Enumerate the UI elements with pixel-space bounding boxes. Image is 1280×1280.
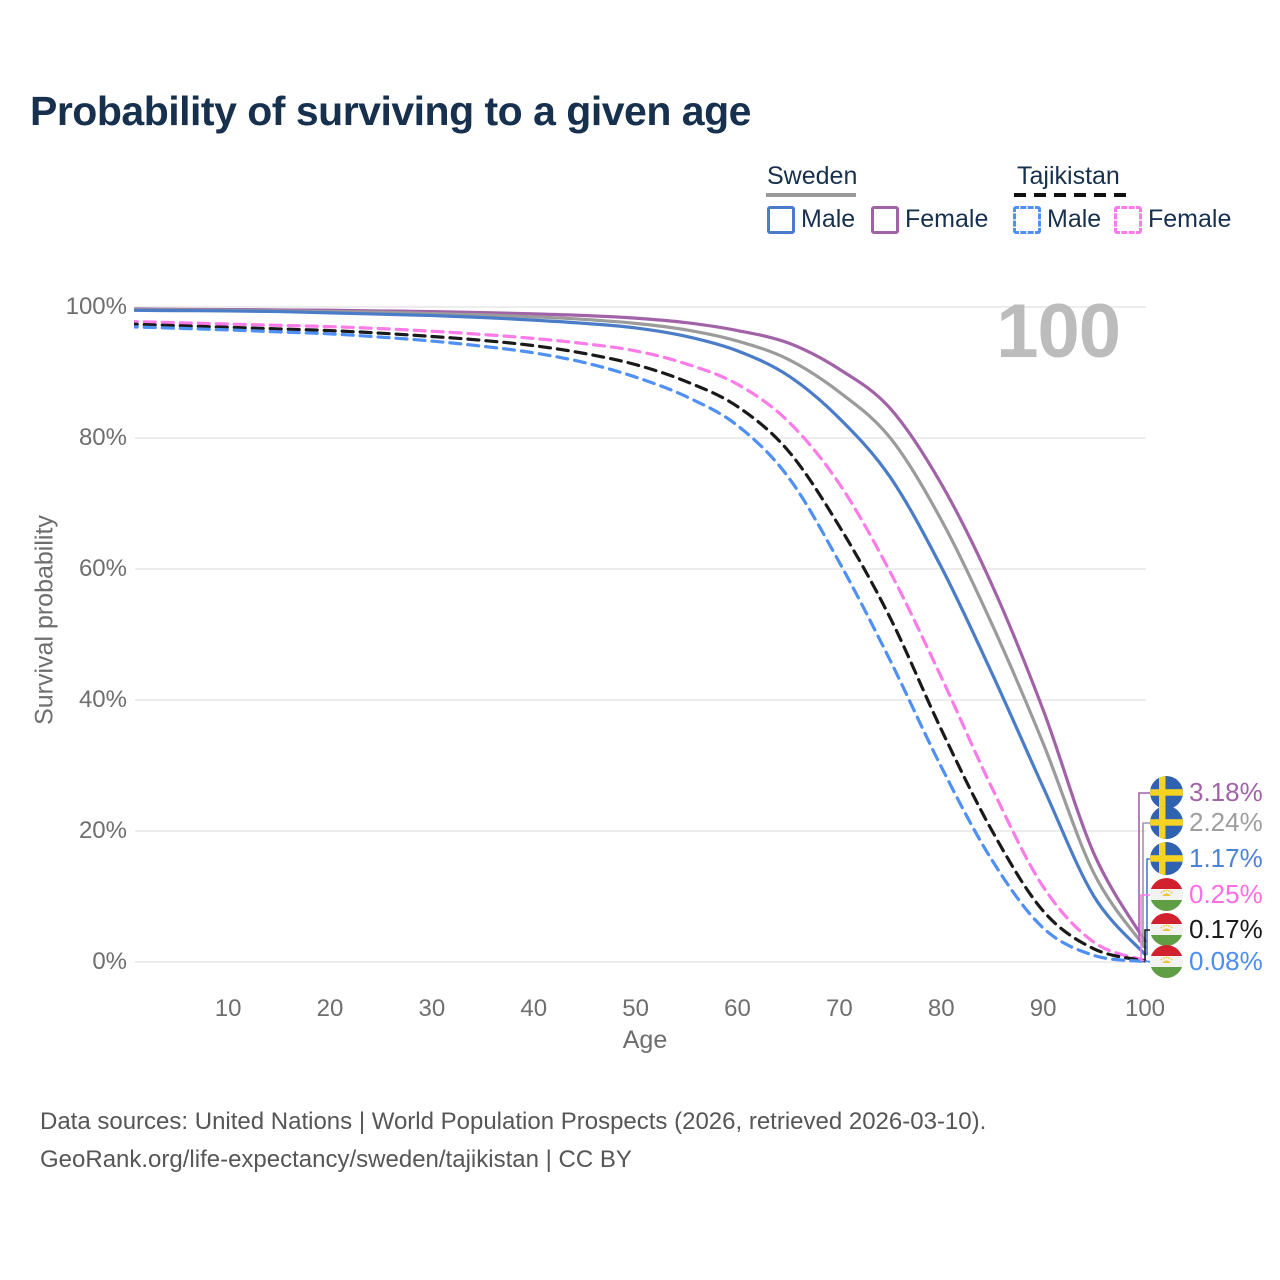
- y-tick-label: 60%: [78, 555, 127, 582]
- legend-label: Female: [1148, 205, 1232, 233]
- legend-item-tajikistan-male[interactable]: Male: [1013, 205, 1101, 234]
- y-tick-label: 0%: [92, 948, 127, 975]
- legend-label: Male: [801, 205, 856, 233]
- legend-group-tajikistan[interactable]: Tajikistan: [1017, 162, 1120, 190]
- curve-sweden-both[interactable]: [126, 308, 1147, 949]
- end-label-sweden-0: 3.18%: [1150, 776, 1263, 809]
- y-tick-label: 20%: [78, 817, 127, 844]
- x-tick-label: 50: [622, 995, 649, 1022]
- legend-group-sweden[interactable]: Sweden: [767, 162, 858, 190]
- end-label-tajikistan-3: 0.25%: [1150, 878, 1263, 911]
- end-label-tajikistan-4: 0.17%: [1150, 913, 1263, 946]
- tajikistan-male-swatch-icon: [1013, 205, 1041, 234]
- end-label-sweden-2: 1.17%: [1150, 842, 1263, 875]
- data-sources-line: Data sources: United Nations | World Pop…: [40, 1108, 987, 1135]
- tajikistan-female-swatch-icon: [1114, 205, 1142, 234]
- end-label-tajikistan-5: 0.08%: [1150, 945, 1263, 978]
- attribution-line: GeoRank.org/life-expectancy/sweden/tajik…: [40, 1146, 632, 1173]
- x-axis-title: Age: [622, 1026, 668, 1054]
- legend-item-sweden-male[interactable]: Male: [767, 205, 855, 234]
- end-label-value: 0.25%: [1189, 879, 1263, 909]
- end-label-connector: [1144, 929, 1150, 961]
- x-tick-label: 20: [316, 995, 344, 1022]
- end-label-value: 3.18%: [1189, 777, 1263, 807]
- end-label-connector: [1138, 792, 1150, 942]
- sweden-flag-icon: [1150, 776, 1183, 809]
- curve-tajikistan-both[interactable]: [126, 322, 1147, 963]
- x-tick-label: 100: [1124, 995, 1166, 1022]
- x-tick-label: 70: [826, 995, 853, 1022]
- end-label-sweden-1: 2.24%: [1150, 806, 1263, 839]
- y-tick-label: 100%: [65, 293, 127, 320]
- x-tick-label: 90: [1029, 995, 1057, 1022]
- y-tick-label: 40%: [78, 686, 127, 713]
- end-label-connector: [1142, 822, 1150, 949]
- end-label-connector: [1145, 858, 1150, 956]
- legend-item-tajikistan-female[interactable]: Female: [1114, 205, 1231, 234]
- x-tick-label: 10: [214, 995, 242, 1022]
- sweden-female-swatch-icon: [871, 205, 899, 234]
- end-label-value: 1.17%: [1189, 843, 1263, 873]
- tajikistan-flag-icon: [1150, 878, 1183, 911]
- sweden-flag-icon: [1150, 806, 1183, 839]
- tajikistan-dashed-line-key: [1014, 193, 1126, 197]
- x-tick-label: 60: [724, 995, 751, 1022]
- legend-label: Male: [1047, 205, 1102, 233]
- x-tick-label: 80: [927, 995, 955, 1022]
- curve-tajikistan-male[interactable]: [126, 325, 1147, 964]
- tajikistan-flag-icon: [1150, 945, 1183, 978]
- curve-tajikistan-female[interactable]: [126, 320, 1147, 962]
- end-label-connector: [1145, 960, 1150, 963]
- tajikistan-flag-icon: [1150, 913, 1183, 946]
- end-label-value: 2.24%: [1189, 807, 1263, 837]
- legend-label: Female: [905, 205, 989, 233]
- age-watermark: 100: [996, 289, 1121, 374]
- x-tick-label: 40: [520, 995, 548, 1022]
- sweden-flag-icon: [1150, 842, 1183, 875]
- sweden-male-swatch-icon: [767, 205, 795, 234]
- end-label-value: 0.08%: [1189, 946, 1263, 976]
- curve-sweden-male[interactable]: [126, 308, 1147, 956]
- sweden-solid-line-key: [766, 193, 856, 197]
- x-tick-label: 30: [418, 995, 446, 1022]
- end-label-connector: [1140, 894, 1150, 962]
- page-title: Probability of surviving to a given age: [30, 88, 751, 134]
- legend-item-sweden-female[interactable]: Female: [871, 205, 988, 234]
- end-label-value: 0.17%: [1189, 914, 1263, 944]
- y-tick-label: 80%: [78, 424, 127, 451]
